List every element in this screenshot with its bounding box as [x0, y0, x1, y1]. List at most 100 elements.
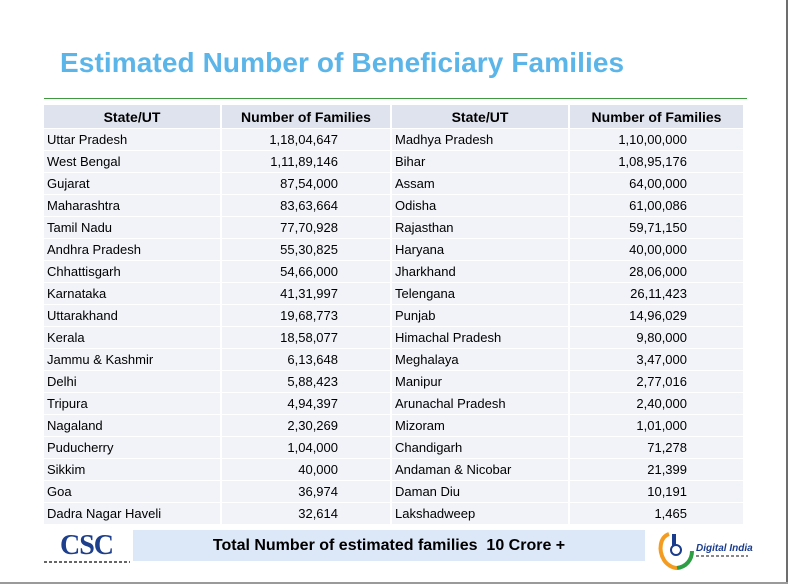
state-cell: Tamil Nadu — [44, 217, 222, 239]
state-cell: Goa — [44, 481, 222, 503]
state-cell: Punjab — [392, 305, 570, 327]
state-cell: Lakshadweep — [392, 503, 570, 525]
state-cell: Arunachal Pradesh — [392, 393, 570, 415]
table-row: Maharashtra 83,63,664 Odisha 61,00,086 — [44, 195, 745, 217]
state-cell: Sikkim — [44, 459, 222, 481]
families-cell: 2,77,016 — [570, 371, 745, 393]
families-cell: 9,80,000 — [570, 327, 745, 349]
digital-india-emblem-icon — [658, 532, 694, 570]
table-row: Goa 36,974 Daman Diu 10,191 — [44, 481, 745, 503]
csc-logo: CSC — [44, 530, 132, 566]
state-cell: Uttar Pradesh — [44, 129, 222, 151]
families-cell: 1,08,95,176 — [570, 151, 745, 173]
total-families-banner: Total Number of estimated families 10 Cr… — [133, 530, 645, 561]
families-cell: 18,58,077 — [222, 327, 392, 349]
csc-logo-text: CSC — [60, 530, 114, 561]
csc-tagline-mark — [44, 561, 130, 563]
state-cell: Meghalaya — [392, 349, 570, 371]
families-cell: 83,63,664 — [222, 195, 392, 217]
table-row: Kerala 18,58,077 Himachal Pradesh 9,80,000 — [44, 327, 745, 349]
families-cell: 1,01,000 — [570, 415, 745, 437]
table-row: Delhi 5,88,423 Manipur 2,77,016 — [44, 371, 745, 393]
table-row: Jammu & Kashmir 6,13,648 Meghalaya 3,47,000 — [44, 349, 745, 371]
table-row: Chhattisgarh 54,66,000 Jharkhand 28,06,000 — [44, 261, 745, 283]
families-table: State/UT Number of Families State/UT Num… — [44, 105, 745, 525]
state-cell: Assam — [392, 173, 570, 195]
families-cell: 40,000 — [222, 459, 392, 481]
state-cell: Tripura — [44, 393, 222, 415]
title-divider — [44, 98, 747, 99]
table-row: Uttar Pradesh 1,18,04,647 Madhya Pradesh 1,… — [44, 129, 745, 151]
table-row: Gujarat 87,54,000 Assam 64,00,000 — [44, 173, 745, 195]
families-cell: 10,191 — [570, 481, 745, 503]
state-cell: Daman Diu — [392, 481, 570, 503]
state-cell: Madhya Pradesh — [392, 129, 570, 151]
column-header-families-left: Number of Families — [222, 105, 392, 129]
digital-india-logo-text: Digital India — [696, 543, 753, 554]
column-header-state-right: State/UT — [392, 105, 570, 129]
state-cell: Puducherry — [44, 437, 222, 459]
state-cell: Mizoram — [392, 415, 570, 437]
table-row: Puducherry 1,04,000 Chandigarh 71,278 — [44, 437, 745, 459]
table-row: Tamil Nadu 77,70,928 Rajasthan 59,71,150 — [44, 217, 745, 239]
state-cell: Karnataka — [44, 283, 222, 305]
families-cell: 71,278 — [570, 437, 745, 459]
table-body: Uttar Pradesh 1,18,04,647 Madhya Pradesh 1,… — [44, 129, 745, 525]
families-cell: 28,06,000 — [570, 261, 745, 283]
families-cell: 36,974 — [222, 481, 392, 503]
families-cell: 61,00,086 — [570, 195, 745, 217]
column-header-families-right: Number of Families — [570, 105, 745, 129]
families-cell: 21,399 — [570, 459, 745, 481]
digital-india-logo: Digital India — [655, 528, 755, 570]
state-cell: Chhattisgarh — [44, 261, 222, 283]
table-row: West Bengal 1,11,89,146 Bihar 1,08,95,176 — [44, 151, 745, 173]
state-cell: West Bengal — [44, 151, 222, 173]
families-cell: 64,00,000 — [570, 173, 745, 195]
families-cell: 14,96,029 — [570, 305, 745, 327]
table-row: Andhra Pradesh 55,30,825 Haryana 40,00,000 — [44, 239, 745, 261]
families-cell: 2,30,269 — [222, 415, 392, 437]
families-cell: 19,68,773 — [222, 305, 392, 327]
families-cell: 1,04,000 — [222, 437, 392, 459]
state-cell: Andhra Pradesh — [44, 239, 222, 261]
state-cell: Himachal Pradesh — [392, 327, 570, 349]
families-cell: 2,40,000 — [570, 393, 745, 415]
families-cell: 3,47,000 — [570, 349, 745, 371]
table-row: Karnataka 41,31,997 Telengana 26,11,423 — [44, 283, 745, 305]
digital-india-tagline-mark — [696, 555, 748, 557]
families-cell: 54,66,000 — [222, 261, 392, 283]
families-cell: 59,71,150 — [570, 217, 745, 239]
state-cell: Jammu & Kashmir — [44, 349, 222, 371]
slide-right-border — [786, 0, 788, 584]
state-cell: Telengana — [392, 283, 570, 305]
slide-title: Estimated Number of Beneficiary Families — [60, 47, 625, 78]
table-row: Tripura 4,94,397 Arunachal Pradesh 2,40,000 — [44, 393, 745, 415]
families-cell: 1,465 — [570, 503, 745, 525]
slide-bottom-border — [0, 582, 788, 584]
table-row: Nagaland 2,30,269 Mizoram 1,01,000 — [44, 415, 745, 437]
table-row: Sikkim 40,000 Andaman & Nicobar 21,399 — [44, 459, 745, 481]
families-cell: 6,13,648 — [222, 349, 392, 371]
families-cell: 4,94,397 — [222, 393, 392, 415]
families-cell: 1,18,04,647 — [222, 129, 392, 151]
state-cell: Kerala — [44, 327, 222, 349]
state-cell: Uttarakhand — [44, 305, 222, 327]
state-cell: Bihar — [392, 151, 570, 173]
state-cell: Odisha — [392, 195, 570, 217]
families-cell: 40,00,000 — [570, 239, 745, 261]
families-cell: 1,10,00,000 — [570, 129, 745, 151]
state-cell: Rajasthan — [392, 217, 570, 239]
column-header-state-left: State/UT — [44, 105, 222, 129]
table-header-row: State/UT Number of Families State/UT Num… — [44, 105, 745, 129]
state-cell: Chandigarh — [392, 437, 570, 459]
state-cell: Nagaland — [44, 415, 222, 437]
state-cell: Manipur — [392, 371, 570, 393]
families-cell: 5,88,423 — [222, 371, 392, 393]
families-cell: 87,54,000 — [222, 173, 392, 195]
families-cell: 26,11,423 — [570, 283, 745, 305]
state-cell: Dadra Nagar Haveli — [44, 503, 222, 525]
state-cell: Haryana — [392, 239, 570, 261]
state-cell: Maharashtra — [44, 195, 222, 217]
families-cell: 77,70,928 — [222, 217, 392, 239]
